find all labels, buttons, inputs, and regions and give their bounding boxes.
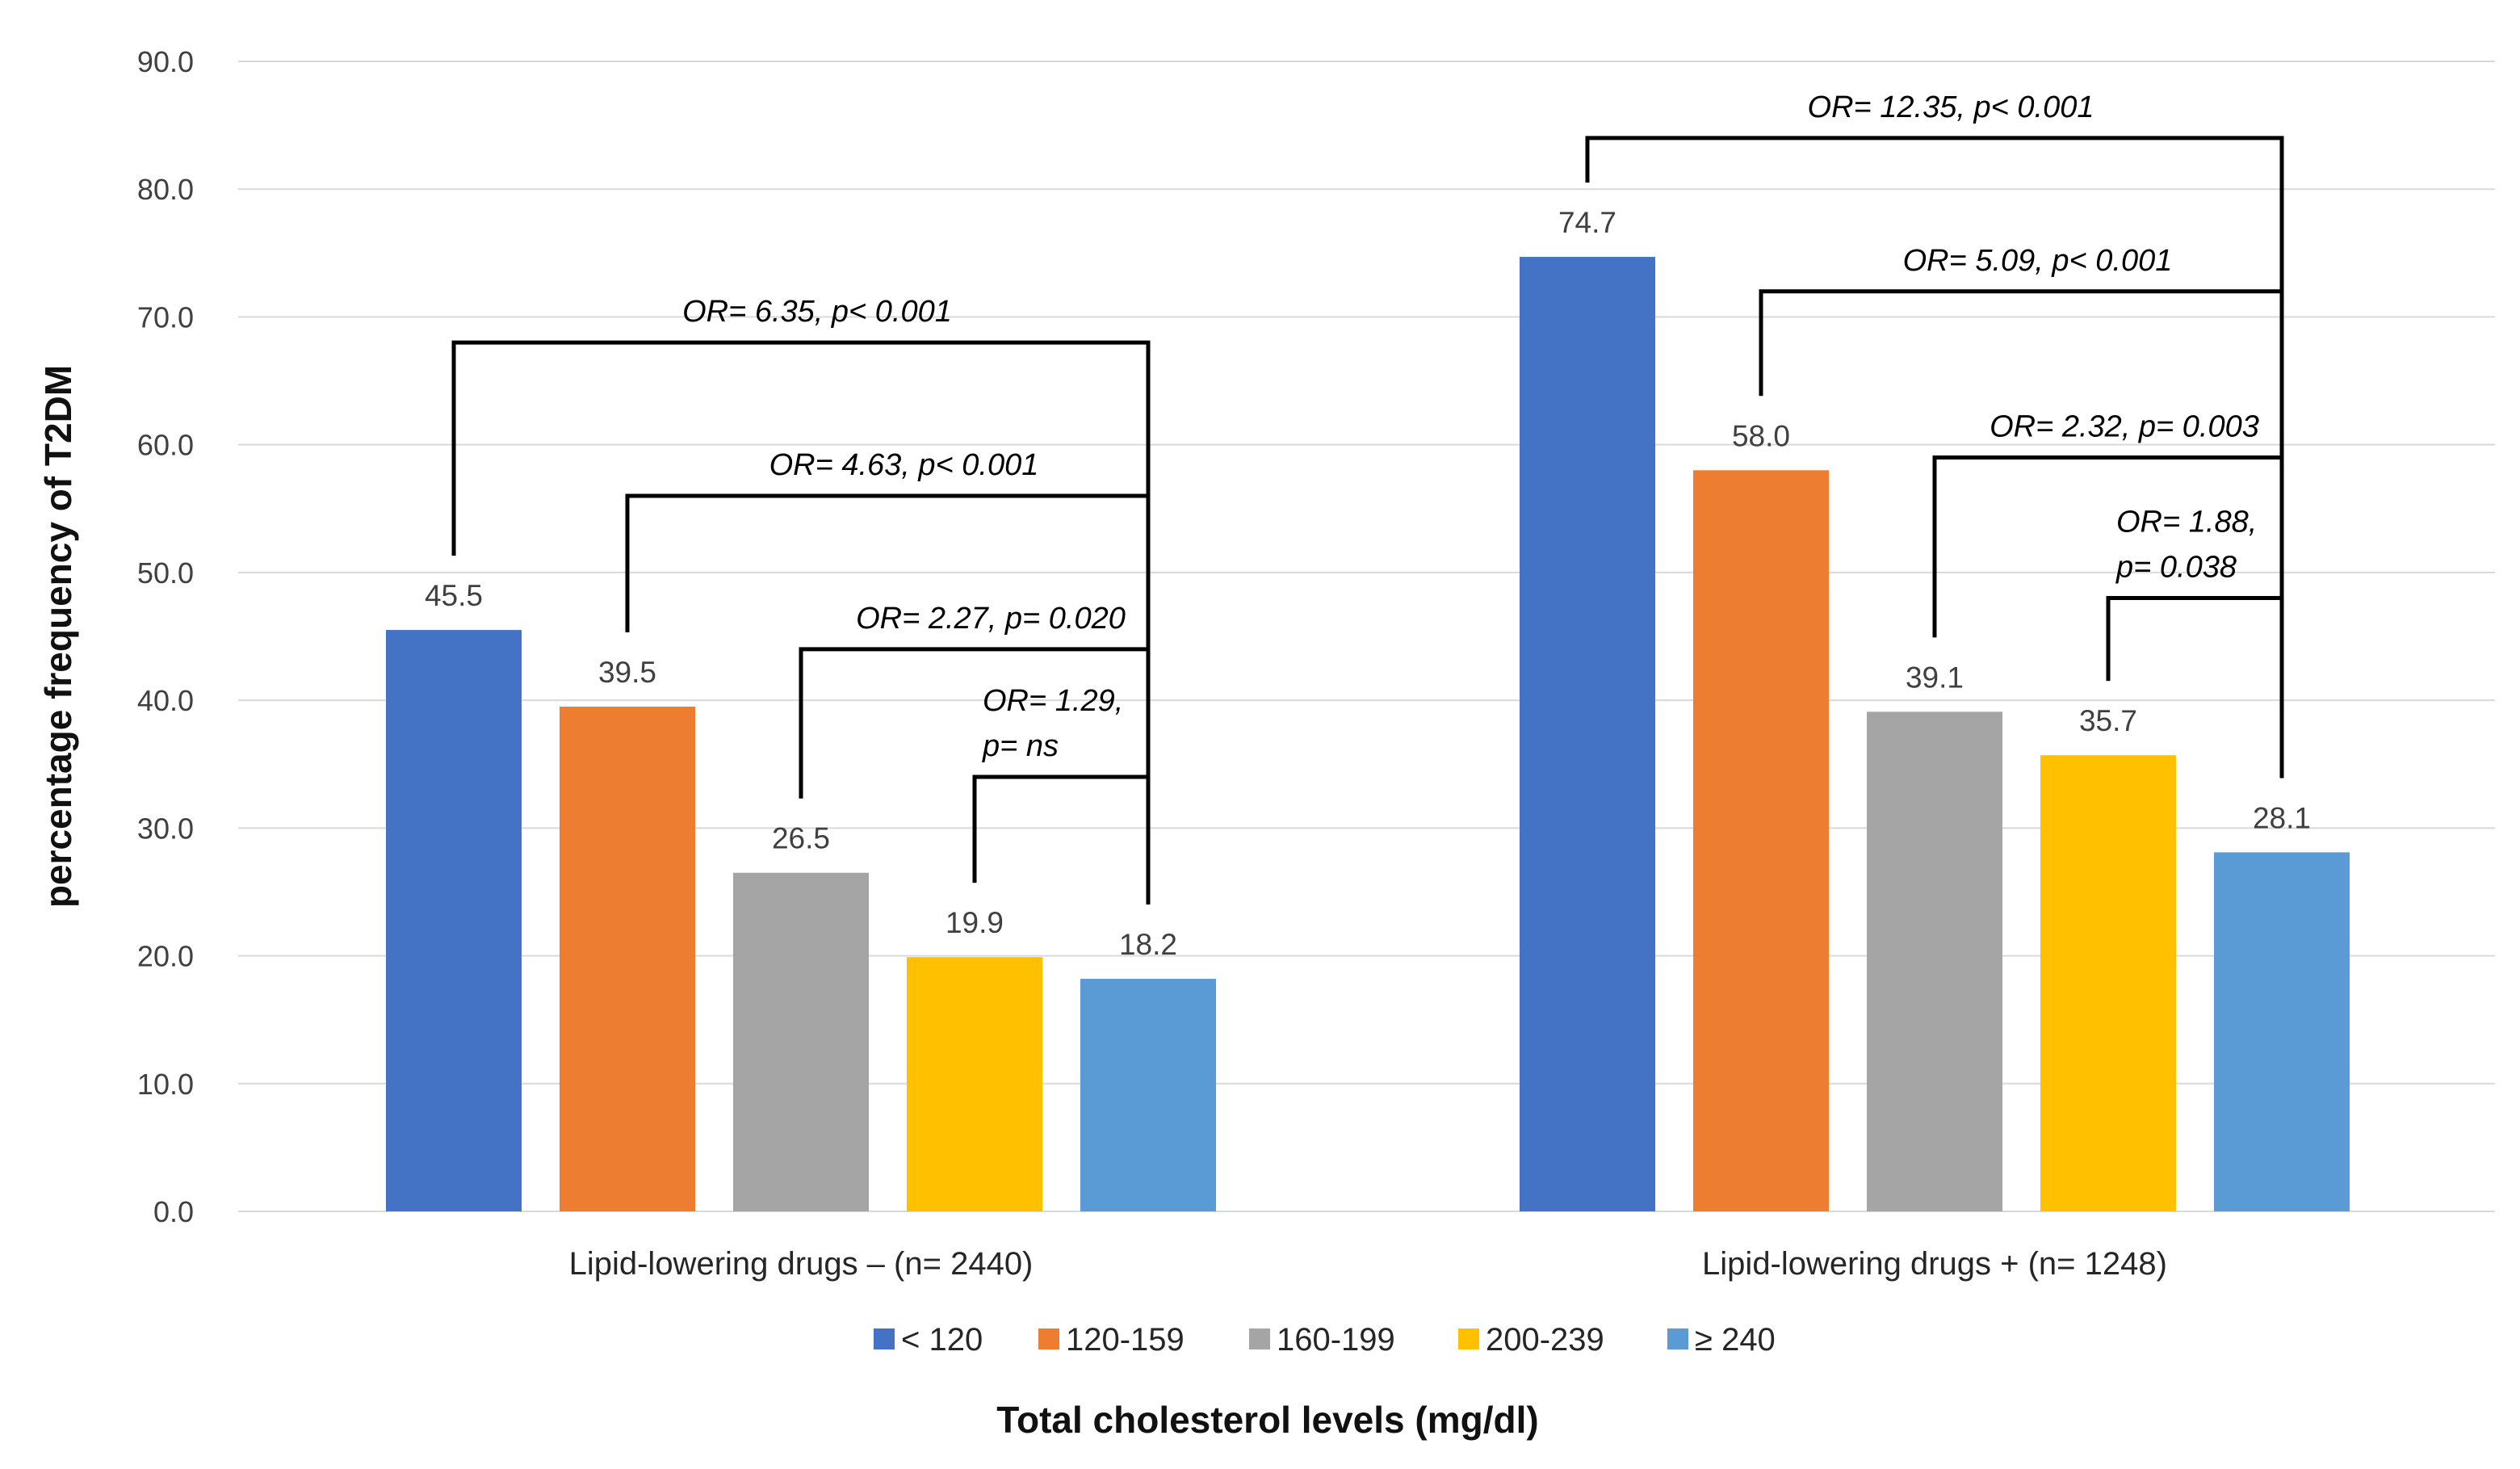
y-tick-label: 90.0 — [137, 45, 194, 78]
y-tick-label: 30.0 — [137, 812, 194, 845]
y-axis-title: percentage frequency of T2DM — [37, 365, 79, 908]
bar — [1080, 979, 1216, 1211]
legend: < 120 120-159 160-199 200-239 ≥ 240 — [874, 1322, 1776, 1358]
bar — [560, 707, 695, 1211]
bar — [386, 630, 522, 1211]
data-label: 39.1 — [1906, 661, 1964, 694]
y-tick-label: 70.0 — [137, 300, 194, 334]
data-label: 28.1 — [2253, 801, 2311, 834]
odds-ratio-label: OR= 6.35, p< 0.001 — [682, 295, 952, 329]
odds-ratio-label: OR= 4.63, p< 0.001 — [769, 448, 1039, 482]
bars: 45.5 74.7 39.5 58.0 26.5 39.1 19.9 35.7 18.2 28.1 — [386, 206, 2350, 1212]
significance-bracket — [2106, 596, 2284, 779]
odds-ratio-label: OR= 1.88, — [2116, 506, 2257, 539]
data-label: 19.9 — [946, 906, 1004, 939]
bar — [907, 957, 1042, 1211]
bar — [2214, 852, 2350, 1211]
category-labels: Lipid-lowering drugs – (n= 2440) Lipid-lo… — [569, 1246, 2167, 1282]
y-tick-label: 20.0 — [137, 940, 194, 973]
data-label: 26.5 — [772, 822, 830, 855]
odds-ratio-label: OR= 1.29, — [983, 684, 1123, 718]
bar — [1867, 711, 2002, 1211]
bar — [1520, 257, 1655, 1212]
y-tick-label: 0.0 — [153, 1195, 194, 1228]
category-label: Lipid-lowering drugs – (n= 2440) — [569, 1246, 1034, 1282]
legend-swatch — [1458, 1328, 1479, 1349]
legend-label: 200-239 — [1486, 1322, 1604, 1358]
legend-label: ≥ 240 — [1695, 1322, 1776, 1358]
legend-label: 120-159 — [1066, 1322, 1185, 1358]
y-axis-ticks: 0.0 10.0 20.0 30.0 40.0 50.0 60.0 70.0 80.0 90.0 — [137, 45, 194, 1228]
legend-swatch — [1038, 1328, 1059, 1349]
odds-ratio-label: OR= 12.35, p< 0.001 — [1808, 90, 2094, 124]
y-tick-label: 60.0 — [137, 429, 194, 462]
bar — [733, 872, 869, 1211]
category-label: Lipid-lowering drugs + (n= 1248) — [1702, 1246, 2167, 1282]
significance-bracket — [972, 774, 1151, 905]
data-label: 35.7 — [2079, 704, 2137, 737]
legend-swatch — [1667, 1328, 1688, 1349]
odds-ratio-label: OR= 2.32, p= 0.003 — [1990, 409, 2259, 443]
y-tick-label: 40.0 — [137, 684, 194, 717]
y-tick-label: 10.0 — [137, 1068, 194, 1101]
odds-ratio-label: p= ns — [982, 729, 1059, 763]
odds-ratio-annotations: OR= 6.35, p< 0.001 OR= 4.63, p< 0.001 OR= … — [451, 90, 2284, 905]
y-tick-label: 80.0 — [137, 173, 194, 206]
odds-ratio-label: OR= 5.09, p< 0.001 — [1903, 244, 2173, 278]
legend-swatch — [1249, 1328, 1270, 1349]
data-label: 18.2 — [1119, 928, 1177, 961]
bar — [1693, 470, 1829, 1211]
data-label: 45.5 — [425, 579, 483, 612]
data-label: 74.7 — [1558, 206, 1616, 239]
odds-ratio-label: OR= 2.27, p= 0.020 — [856, 602, 1126, 636]
legend-swatch — [874, 1328, 895, 1349]
bar — [2040, 755, 2176, 1211]
y-tick-label: 50.0 — [137, 556, 194, 590]
data-label: 58.0 — [1732, 419, 1790, 452]
x-axis-title: Total cholesterol levels (mg/dl) — [996, 1399, 1538, 1441]
legend-label: 160-199 — [1277, 1322, 1395, 1358]
data-label: 39.5 — [598, 656, 656, 689]
legend-label: < 120 — [901, 1322, 983, 1358]
odds-ratio-label: p= 0.038 — [2115, 551, 2237, 585]
